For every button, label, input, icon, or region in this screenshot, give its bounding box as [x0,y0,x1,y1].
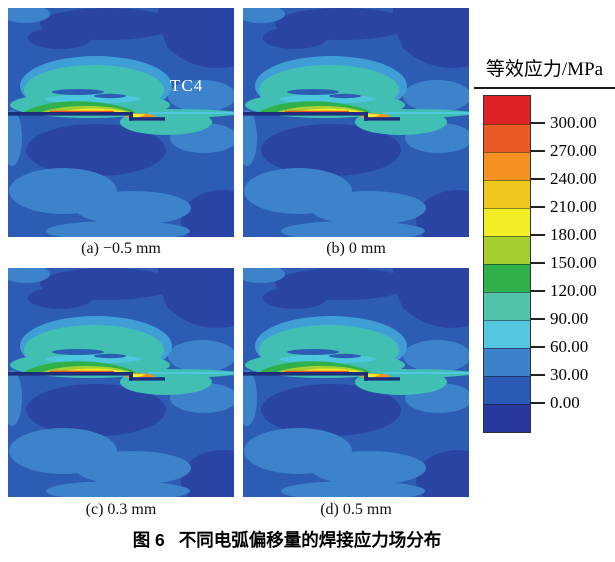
legend-tick-label: 30.00 [550,365,589,384]
legend-tick-label: 120.00 [550,281,597,300]
legend-color-cell [484,404,530,432]
legend-tick-mark [530,234,545,236]
stress-contour-image-c [8,268,234,497]
legend-tick-label: 270.00 [550,141,597,160]
legend-color-cell [484,180,530,208]
figure-caption-title: 不同电弧偏移量的焊接应力场分布 [178,530,442,550]
legend-tick-mark [530,206,545,208]
legend-tick-mark [530,122,545,124]
panel-b [243,8,469,237]
legend-tick-label: 300.00 [550,113,597,132]
legend-tick-mark [530,402,545,404]
legend-tick-label: 0.00 [550,393,580,412]
legend-tick-mark [530,262,545,264]
legend-colorbar [483,95,531,433]
legend-tick-label: 60.00 [550,337,589,356]
legend-title: 等效应力/MPa [485,59,604,80]
legend-tick-label: 180.00 [550,225,597,244]
legend-tick-mark [530,374,545,376]
legend-tick-mark [530,178,545,180]
legend-bar-area: 300.00 270.00 240.00 210.00 180.00 150.00 120.… [474,95,615,440]
legend-tick-label: 210.00 [550,197,597,216]
stress-legend: 等效应力/MPa 300.00 270.00 240.00 210.00 180.00 1… [474,55,615,455]
panel-d [243,268,469,497]
legend-color-cell [484,208,530,236]
panel-a: TC4 [8,8,234,237]
legend-underline [474,87,615,89]
legend-color-cell [484,236,530,264]
legend-color-cell [484,96,530,124]
legend-color-cell [484,292,530,320]
panel-c [8,268,234,497]
stress-contour-image-b [243,8,469,237]
figure-caption-label: 图 6 [132,530,165,550]
material-label: TC4 [170,76,204,95]
legend-tick-mark [530,318,545,320]
legend-color-cell [484,124,530,152]
legend-color-cell [484,264,530,292]
panel-caption-d: (d) 0.5 mm [320,501,392,518]
panel-caption-b: (b) 0 mm [326,240,386,257]
legend-tick-label: 240.00 [550,169,597,188]
legend-color-cell [484,376,530,404]
legend-tick-label: 150.00 [550,253,597,272]
stress-contour-image-a [8,8,234,237]
figure-caption: 图 6 不同电弧偏移量的焊接应力场分布 [0,527,574,552]
panel-caption-c: (c) 0.3 mm [85,501,157,518]
legend-tick-mark [530,150,545,152]
legend-color-cell [484,152,530,180]
legend-tick-label: 90.00 [550,309,589,328]
legend-tick-mark [530,290,545,292]
legend-color-cell [484,348,530,376]
panel-caption-a: (a) −0.5 mm [81,240,161,257]
legend-color-cell [484,320,530,348]
stress-contour-image-d [243,268,469,497]
legend-tick-mark [530,346,545,348]
